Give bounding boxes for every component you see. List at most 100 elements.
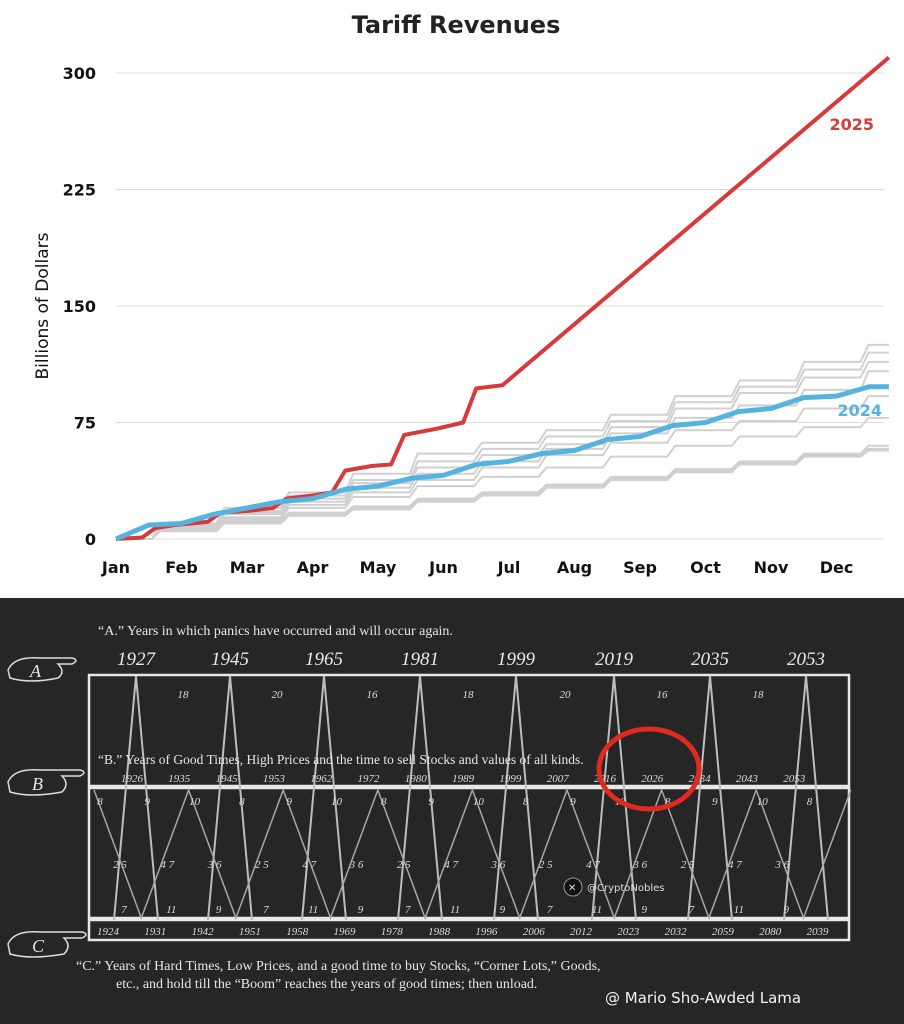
x-tick-label-may: May bbox=[360, 558, 397, 577]
low-number-5: 9 bbox=[358, 904, 364, 916]
mid-pair-12: 2 5 bbox=[681, 859, 695, 871]
tariff-chart: Tariff Revenues 0 75 150 225 300 Billions of D… bbox=[33, 11, 891, 577]
chalkboard-svg: “A.” Years in which panics have occurred… bbox=[7, 624, 852, 1007]
hard-year-1924-0: 1924 bbox=[97, 926, 120, 938]
panic-peak-2019 bbox=[591, 675, 637, 921]
series-line-2024 bbox=[115, 384, 889, 542]
low-number-4: 11 bbox=[308, 904, 318, 916]
low-number-12: 7 bbox=[689, 904, 695, 916]
mid-pair-4: 4 7 bbox=[302, 859, 316, 871]
panic-gap-5: 16 bbox=[657, 689, 669, 701]
series-label-2024: 2024 bbox=[837, 401, 882, 420]
panic-peak-1981 bbox=[397, 675, 443, 921]
low-number-10: 11 bbox=[592, 904, 602, 916]
mid-pair-14: 3 6 bbox=[774, 859, 789, 871]
panic-gap-3: 18 bbox=[463, 689, 475, 701]
good-year-1999: 1999 bbox=[499, 773, 522, 785]
mid-pair-8: 3 6 bbox=[491, 859, 506, 871]
low-number-9: 7 bbox=[547, 904, 553, 916]
good-year-2053: 2053 bbox=[783, 773, 806, 785]
hard-year-2080-14: 2080 bbox=[759, 926, 782, 938]
x-tick-label-mar: Mar bbox=[230, 558, 265, 577]
panic-year-1945: 1945 bbox=[211, 649, 249, 670]
good-year-1935: 1935 bbox=[168, 773, 191, 785]
mid-pair-3: 2 5 bbox=[255, 859, 269, 871]
x-tick-label-feb: Feb bbox=[165, 558, 198, 577]
watermark: ✕ @CryptoNobles bbox=[563, 877, 665, 897]
good-year-2043: 2043 bbox=[736, 773, 759, 785]
credit-text: @ Mario Sho-Awded Lama bbox=[605, 989, 801, 1007]
marker-a-label: A bbox=[29, 661, 42, 681]
mid-pair-11: 3 6 bbox=[632, 859, 647, 871]
x-logo-glyph: ✕ bbox=[568, 883, 576, 894]
chart-panel: Tariff Revenues 0 75 150 225 300 Billions of D… bbox=[33, 11, 891, 577]
mid-number-top-15: 8 bbox=[807, 796, 813, 808]
low-number-14: 9 bbox=[783, 904, 789, 916]
hand-marker-c: C bbox=[7, 931, 87, 958]
hard-year-1951-3: 1951 bbox=[239, 926, 261, 938]
mid-number-top-3: 8 bbox=[239, 796, 245, 808]
panic-gap-2: 16 bbox=[367, 689, 379, 701]
cycle-zigzag bbox=[93, 787, 852, 921]
mid-pair-0: 2 5 bbox=[113, 859, 127, 871]
mid-number-top-9: 8 bbox=[523, 796, 529, 808]
panic-year-2053: 2053 bbox=[787, 649, 825, 670]
panic-peak-1945 bbox=[207, 675, 253, 921]
hard-year-1978-6: 1978 bbox=[381, 926, 404, 938]
good-year-1989: 1989 bbox=[452, 773, 475, 785]
low-number-7: 11 bbox=[450, 904, 460, 916]
background-series-line-5 bbox=[116, 395, 889, 540]
x-tick-label-sep: Sep bbox=[623, 558, 657, 577]
benner-cycle-chart: “A.” Years in which panics have occurred… bbox=[0, 598, 904, 1024]
panic-year-1927: 1927 bbox=[117, 649, 157, 670]
good-year-1953: 1953 bbox=[263, 773, 286, 785]
line-c1-caption: “C.” Years of Hard Times, Low Prices, an… bbox=[76, 959, 601, 974]
y-axis-label: Billions of Dollars bbox=[33, 232, 53, 379]
mid-pair-10: 4 7 bbox=[586, 859, 600, 871]
hard-year-1969-5: 1969 bbox=[334, 926, 357, 938]
mid-pair-1: 4 7 bbox=[160, 859, 174, 871]
low-number-11: 9 bbox=[642, 904, 648, 916]
good-year-1926: 1926 bbox=[121, 773, 144, 785]
mid-number-top-1: 9 bbox=[145, 796, 151, 808]
background-series-line-7 bbox=[116, 444, 889, 540]
panic-peak-2053 bbox=[783, 675, 829, 921]
good-year-2026: 2026 bbox=[641, 773, 664, 785]
good-year-2007: 2007 bbox=[547, 773, 570, 785]
hard-year-2059-13: 2059 bbox=[712, 926, 735, 938]
hard-year-2032-12: 2032 bbox=[665, 926, 688, 938]
panic-peak-1999 bbox=[493, 675, 539, 921]
mid-number-top-0: 8 bbox=[97, 796, 103, 808]
mid-pair-7: 4 7 bbox=[444, 859, 458, 871]
line-a-caption: “A.” Years in which panics have occurred… bbox=[98, 624, 453, 639]
panic-year-1965: 1965 bbox=[305, 649, 343, 670]
x-tick-label-jan: Jan bbox=[101, 558, 130, 577]
mid-number-top-6: 8 bbox=[381, 796, 387, 808]
y-tick-label-300: 300 bbox=[63, 64, 96, 83]
low-number-6: 7 bbox=[405, 904, 411, 916]
mid-number-top-7: 9 bbox=[428, 796, 434, 808]
panic-year-2035: 2035 bbox=[691, 649, 729, 670]
mid-pair-13: 4 7 bbox=[728, 859, 742, 871]
panic-peak-2035 bbox=[687, 675, 733, 921]
x-tick-label-oct: Oct bbox=[690, 558, 721, 577]
good-year-1945: 1945 bbox=[216, 773, 239, 785]
hand-marker-a: A bbox=[7, 657, 77, 682]
background-series-line-6 bbox=[116, 416, 889, 540]
low-number-3: 7 bbox=[263, 904, 269, 916]
hard-year-1988-7: 1988 bbox=[428, 926, 451, 938]
panic-gap-4: 20 bbox=[560, 689, 572, 701]
low-number-2: 9 bbox=[216, 904, 222, 916]
watermark-text: @CryptoNobles bbox=[587, 883, 665, 894]
mid-pair-5: 3 6 bbox=[349, 859, 364, 871]
x-tick-label-jun: Jun bbox=[428, 558, 458, 577]
marker-b-label: B bbox=[32, 774, 43, 794]
mid-number-top-4: 9 bbox=[286, 796, 292, 808]
x-tick-label-nov: Nov bbox=[754, 558, 789, 577]
panic-gap-1: 20 bbox=[272, 689, 284, 701]
panic-gap-0: 18 bbox=[178, 689, 190, 701]
y-tick-label-225: 225 bbox=[63, 181, 96, 200]
good-year-1980: 1980 bbox=[405, 773, 428, 785]
mid-number-top-2: 10 bbox=[189, 796, 201, 808]
red-circle-annotation bbox=[596, 726, 702, 812]
